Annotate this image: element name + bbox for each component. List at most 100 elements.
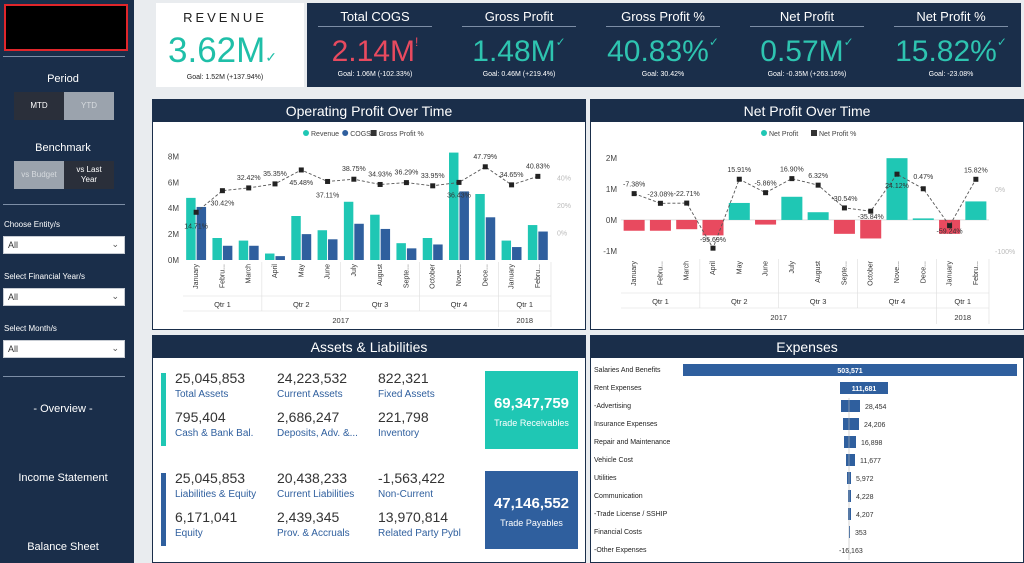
expense-bar <box>841 400 860 412</box>
metric-cell: 25,045,853 Liabilities & Equity <box>175 470 275 502</box>
percent-point <box>482 164 488 170</box>
net-profit-bar <box>833 219 855 234</box>
ytd-toggle[interactable]: YTD <box>64 92 114 120</box>
metric-label: Liabilities & Equity <box>175 489 257 500</box>
revenue-bar <box>238 240 249 260</box>
y2-tick-label: -100% <box>995 249 1015 256</box>
point-label: 0.47% <box>913 174 933 181</box>
metric-cell: 822,321 Fixed Assets <box>378 370 478 402</box>
kpi-goal: Goal: 30.42% <box>641 71 685 78</box>
nav-overview[interactable]: - Overview - <box>33 403 93 415</box>
kpi-goal: Goal: 1.06M (-102.33%) <box>337 71 413 78</box>
metric-cell: 221,798 Inventory <box>378 409 478 441</box>
percent-point <box>684 200 690 206</box>
year-label: 2017 <box>770 313 787 322</box>
metric-cell: 13,970,814 Related Party Pybl <box>378 509 478 541</box>
cogs-bar <box>485 217 496 260</box>
x-tick-label: January <box>509 264 516 289</box>
point-label: 35.35% <box>263 171 287 178</box>
month-value: All <box>8 344 19 354</box>
kpi-goal: Goal: 0.46M (+219.4%) <box>482 71 556 78</box>
entity-select[interactable]: All ⌄ <box>3 236 125 254</box>
revenue-bar <box>317 230 328 260</box>
mtd-toggle[interactable]: MTD <box>14 92 64 120</box>
divider <box>750 26 864 27</box>
y-tick-label: -1M <box>603 247 617 256</box>
percent-point <box>193 209 199 215</box>
benchmark-title: Benchmark <box>35 142 91 154</box>
check-icon: ✓ <box>265 49 278 65</box>
vs-budget-toggle[interactable]: vs Budget <box>14 161 64 189</box>
divider <box>318 26 432 27</box>
point-label: -22.71% <box>674 191 700 198</box>
expense-bar <box>848 490 851 502</box>
year-select[interactable]: All ⌄ <box>3 288 125 306</box>
y-tick-label: 0M <box>168 256 179 265</box>
divider <box>3 204 125 205</box>
metric-value: -1,563,422 <box>378 470 445 486</box>
expense-bar <box>840 382 888 394</box>
expense-value-label: -16,163 <box>839 548 863 555</box>
expense-label: Financial Costs <box>594 529 642 536</box>
quarter-label: Qtr 1 <box>214 300 231 309</box>
nav-balance-sheet[interactable]: Balance Sheet <box>27 541 99 553</box>
x-tick-label: Septe... <box>403 264 410 288</box>
cogs-bar <box>301 234 312 260</box>
divider <box>894 26 1008 27</box>
metric-cell: 25,045,853 Total Assets <box>175 370 275 402</box>
point-label: 24.12% <box>885 183 909 190</box>
net-profit-bar <box>860 219 882 239</box>
x-tick-label: August <box>377 264 384 286</box>
metric-label: Related Party Pybl <box>378 528 461 539</box>
panel-title: Assets & Liabilities <box>153 336 585 358</box>
percent-point <box>351 176 357 182</box>
quarter-label: Qtr 2 <box>731 297 748 306</box>
percent-point <box>894 171 900 177</box>
net-profit-bar <box>912 218 934 220</box>
point-label: -59.24% <box>937 229 963 236</box>
expense-label: Vehicle Cost <box>594 457 633 464</box>
year-label: 2017 <box>332 316 349 325</box>
kpi-value: 2.14M! <box>313 35 437 69</box>
metric-label: Equity <box>175 528 203 539</box>
expense-label: Repair and Maintenance <box>594 439 670 446</box>
x-tick-label: Septe... <box>841 261 848 285</box>
quarter-label: Qtr 1 <box>954 297 971 306</box>
percent-point <box>920 186 926 192</box>
expense-label: -Advertising <box>594 403 631 410</box>
revenue-bar <box>370 214 380 260</box>
cogs-bar <box>406 248 417 260</box>
nav-income-statement[interactable]: Income Statement <box>18 472 108 484</box>
percent-line <box>195 166 538 213</box>
expense-label: -Other Expenses <box>594 547 647 554</box>
kpi-card: Net Profit 0.57M✓ Goal: -0.35M (+263.16%) <box>745 3 869 87</box>
metric-value: 2,439,345 <box>277 509 340 525</box>
x-tick-label: July <box>351 264 358 277</box>
point-label: 34.93% <box>368 171 392 178</box>
percent-point <box>657 200 663 206</box>
vs-last-year-toggle[interactable]: vs Last Year <box>64 161 114 189</box>
kpi-card: Gross Profit 1.48M✓ Goal: 0.46M (+219.4%) <box>457 3 581 87</box>
percent-point <box>947 223 953 229</box>
percent-point <box>219 188 225 194</box>
percent-point <box>535 173 541 179</box>
revenue-bar <box>527 225 538 260</box>
month-select[interactable]: All ⌄ <box>3 340 125 358</box>
quarter-label: Qtr 1 <box>516 300 533 309</box>
y-tick-label: 6M <box>168 178 179 187</box>
kpi-value: 40.83%✓ <box>601 35 725 69</box>
legend-label: Gross Profit % <box>379 131 424 138</box>
net-profit-bar <box>728 202 750 220</box>
trade-payables-card[interactable]: 47,146,552 Trade Payables <box>485 471 578 549</box>
box-label: Trade Payables <box>500 518 563 528</box>
kpi-value: 15.82%✓ <box>889 35 1013 69</box>
chevron-down-icon: ⌄ <box>111 343 119 353</box>
cogs-bar <box>249 245 259 260</box>
legend-marker <box>303 130 309 136</box>
legend-marker <box>761 130 767 136</box>
box-value: 47,146,552 <box>493 495 570 512</box>
kpi-value-text: 40.83% <box>607 35 709 68</box>
x-tick-label: June <box>325 264 332 279</box>
trade-receivables-card[interactable]: 69,347,759 Trade Receivables <box>485 371 578 449</box>
metric-cell: 24,223,532 Current Assets <box>277 370 377 402</box>
